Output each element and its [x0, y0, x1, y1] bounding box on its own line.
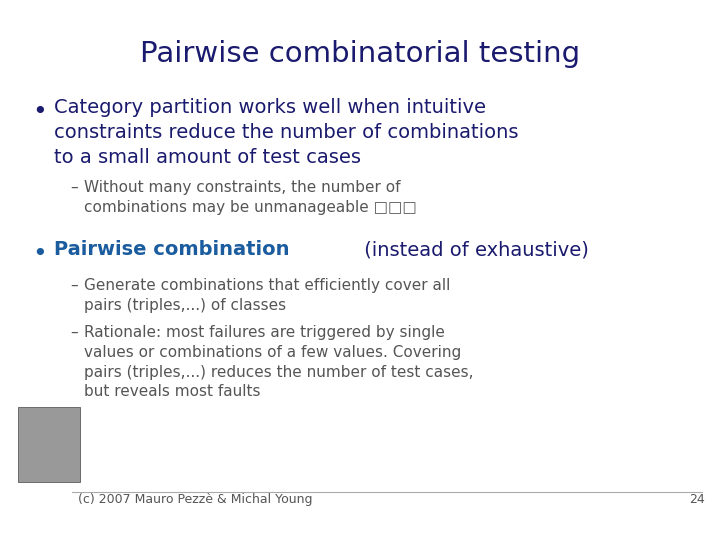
- Text: –: –: [70, 325, 78, 340]
- FancyBboxPatch shape: [18, 407, 80, 482]
- Text: •: •: [32, 100, 47, 124]
- Text: –: –: [70, 180, 78, 195]
- Text: (c) 2007 Mauro Pezzè & Michal Young: (c) 2007 Mauro Pezzè & Michal Young: [78, 493, 312, 506]
- Text: 24: 24: [689, 493, 705, 506]
- Text: Rationale: most failures are triggered by single
values or combinations of a few: Rationale: most failures are triggered b…: [84, 325, 474, 400]
- Text: Category partition works well when intuitive
constraints reduce the number of co: Category partition works well when intui…: [54, 98, 518, 167]
- Text: •: •: [32, 242, 47, 266]
- Text: –: –: [70, 278, 78, 293]
- Text: Pairwise combination: Pairwise combination: [54, 240, 289, 259]
- Text: Pairwise combinatorial testing: Pairwise combinatorial testing: [140, 40, 580, 68]
- Text: Without many constraints, the number of
combinations may be unmanageable □□□: Without many constraints, the number of …: [84, 180, 417, 215]
- Text: (instead of exhaustive): (instead of exhaustive): [358, 240, 589, 259]
- Text: Generate combinations that efficiently cover all
pairs (triples,...) of classes: Generate combinations that efficiently c…: [84, 278, 451, 313]
